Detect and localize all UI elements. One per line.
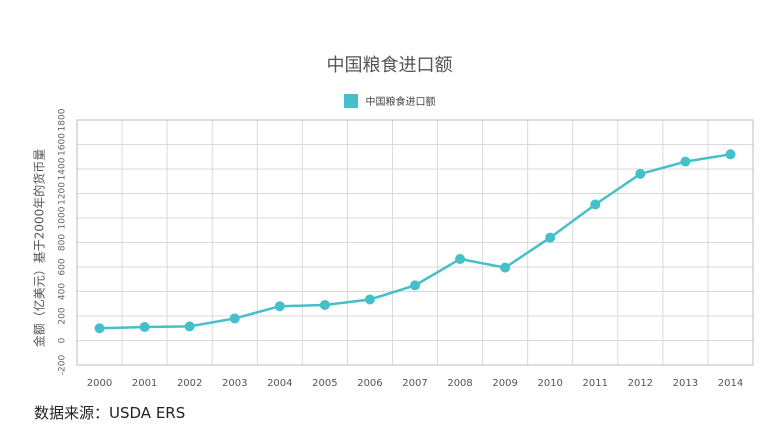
x-tick-label: 2001 bbox=[132, 378, 157, 389]
y-tick-label: 1800 bbox=[58, 108, 68, 131]
data-point bbox=[94, 323, 105, 334]
data-point bbox=[680, 156, 691, 167]
y-tick-label: 800 bbox=[58, 234, 68, 251]
y-tick-label: 1600 bbox=[58, 133, 68, 156]
y-tick-label: 200 bbox=[58, 307, 68, 324]
y-axis-title: 金额（亿美元）基于2000年的货币量 bbox=[32, 149, 47, 348]
data-point bbox=[455, 254, 466, 265]
x-tick-label: 2007 bbox=[402, 378, 427, 389]
data-point bbox=[139, 322, 150, 333]
y-tick-label: 400 bbox=[58, 283, 68, 300]
x-tick-label: 2011 bbox=[583, 378, 608, 389]
x-tick-label: 2002 bbox=[177, 378, 202, 389]
x-tick-label: 2005 bbox=[312, 378, 337, 389]
x-tick-label: 2004 bbox=[267, 378, 292, 389]
chart-title: 中国粮食进口额 bbox=[326, 55, 453, 76]
data-point bbox=[410, 280, 420, 291]
legend-swatch bbox=[343, 93, 358, 108]
x-tick-label: 2003 bbox=[222, 378, 247, 389]
legend[interactable]: 中国粮食进口额 bbox=[0, 93, 779, 108]
data-point bbox=[545, 232, 556, 243]
data-point bbox=[229, 313, 240, 324]
x-tick-label: 2006 bbox=[357, 378, 382, 389]
data-point bbox=[184, 321, 195, 332]
data-point bbox=[725, 149, 736, 160]
series-line bbox=[99, 153, 731, 330]
x-tick-label: 2008 bbox=[447, 378, 472, 389]
x-tick-label: 2013 bbox=[673, 378, 698, 389]
y-tick-label: 0 bbox=[58, 337, 68, 343]
data-point bbox=[500, 262, 511, 273]
x-tick-label: 2009 bbox=[492, 378, 517, 389]
y-tick-label: 1400 bbox=[58, 157, 68, 180]
data-point bbox=[635, 168, 646, 179]
x-tick-label: 2012 bbox=[628, 378, 653, 389]
y-tick-label: 1200 bbox=[58, 182, 68, 205]
data-source-note: 数据来源：USDA ERS bbox=[34, 404, 186, 422]
data-point bbox=[364, 294, 375, 305]
x-tick-label: 2014 bbox=[718, 378, 743, 389]
legend-label: 中国粮食进口额 bbox=[365, 97, 436, 108]
y-tick-label: 600 bbox=[58, 258, 68, 275]
data-point bbox=[274, 301, 285, 312]
data-point bbox=[319, 299, 330, 310]
x-tick-label: 2010 bbox=[537, 378, 562, 389]
plot-border bbox=[76, 119, 754, 366]
y-tick-label: -200 bbox=[58, 355, 68, 376]
x-tick-label: 2000 bbox=[87, 378, 112, 389]
y-tick-label: 1000 bbox=[58, 206, 68, 229]
data-point bbox=[590, 199, 601, 210]
